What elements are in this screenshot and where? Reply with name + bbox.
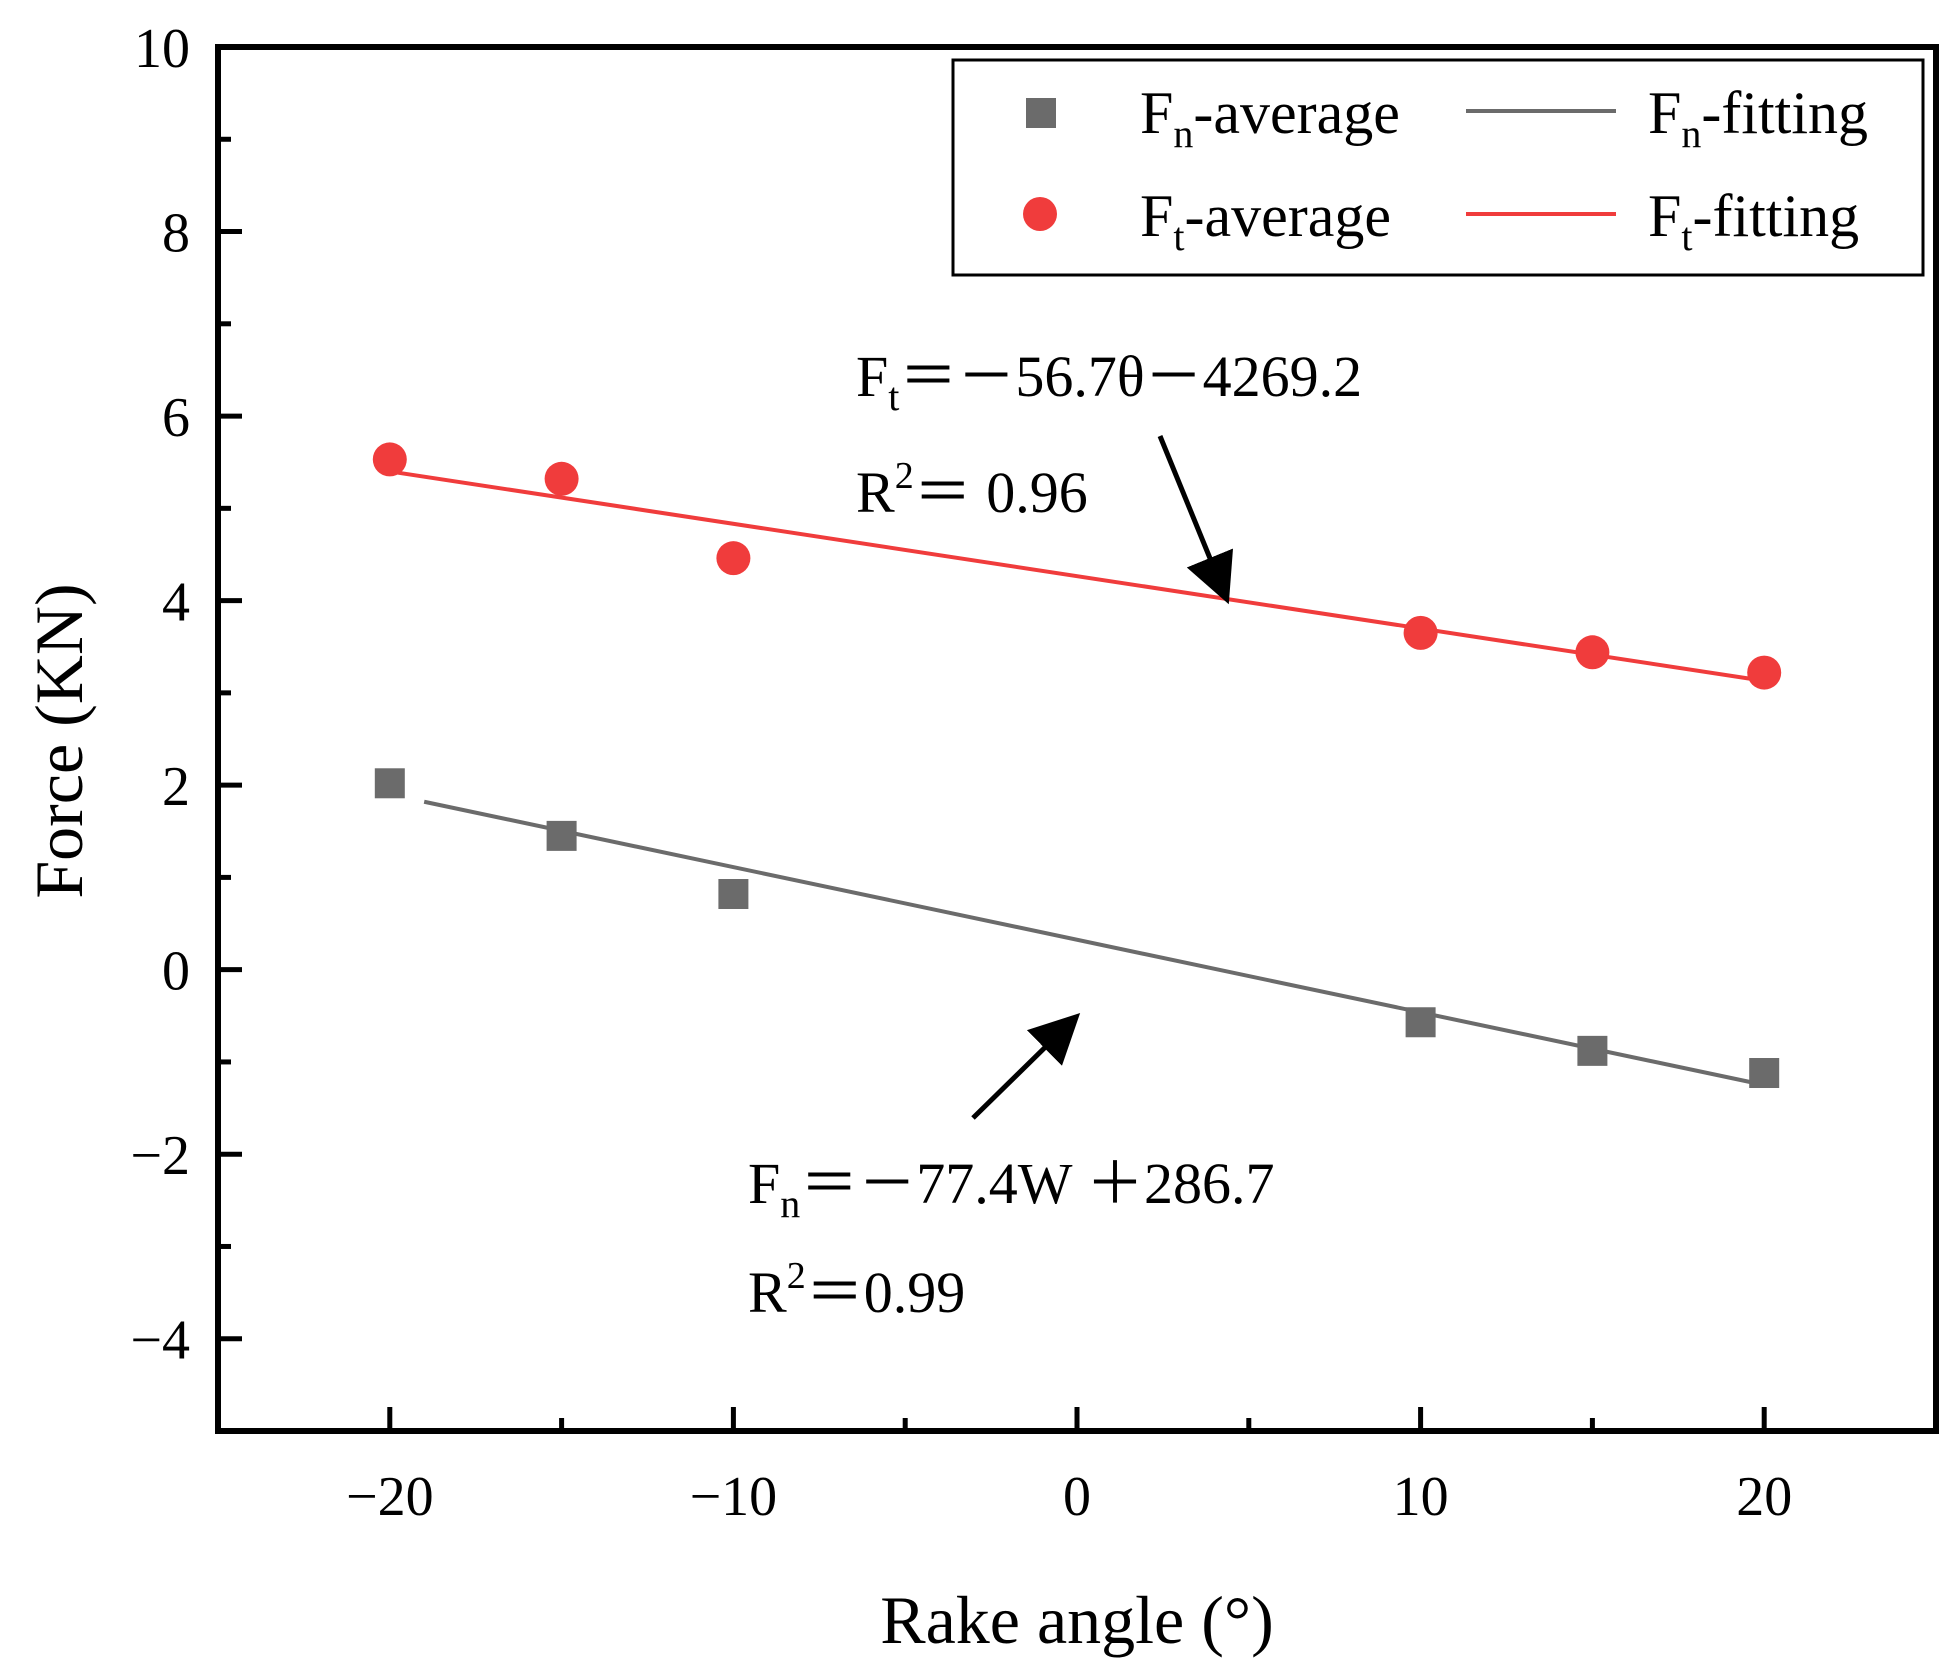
ft-average-point	[372, 442, 407, 477]
fn-average-point	[718, 879, 749, 910]
y-tick-label: 4	[162, 572, 190, 634]
ft-equation: Ft＝－56.7θ－4269.2	[856, 344, 1362, 419]
ft-average-point	[1747, 655, 1782, 690]
ft-arrow	[1157, 435, 1234, 605]
fn-average-point	[1749, 1058, 1780, 1089]
fn-average-point	[1405, 1007, 1436, 1038]
fn-average-point	[1577, 1035, 1608, 1066]
legend-fn-average-marker	[1026, 98, 1056, 128]
y-tick-label: 0	[162, 941, 190, 1003]
fn-r-squared: R2＝0.99	[748, 1255, 965, 1325]
legend-ft-fitting-label: Ft-fitting	[1648, 183, 1859, 259]
legend-ft-average-marker	[1023, 197, 1057, 231]
ft-annotation: Ft＝－56.7θ－4269.2 R2＝ 0.96	[856, 344, 1362, 605]
x-tick-label: 20	[1736, 1466, 1792, 1528]
y-tick-label: 6	[162, 387, 190, 449]
ft-fitting-line	[389, 469, 1765, 683]
y-tick-label: 8	[162, 203, 190, 265]
data-points	[372, 442, 1782, 1089]
fn-average-point	[546, 820, 577, 851]
y-tick-label: 10	[134, 18, 190, 80]
x-tick-label: 10	[1393, 1466, 1449, 1528]
fn-annotation: Fn＝－77.4W ＋286.7 R2＝0.99	[748, 1013, 1274, 1325]
legend-box	[951, 58, 1925, 277]
legend-ft-average-label: Ft-average	[1140, 183, 1391, 259]
ft-average-point	[1403, 615, 1438, 650]
fit-lines	[389, 469, 1765, 1087]
x-tick-labels: −20 −10 0 10 20	[346, 1466, 1792, 1528]
y-tick-label: −4	[130, 1310, 190, 1372]
legend: Fn-average Fn-fitting Ft-average Ft-fitt…	[951, 58, 1925, 277]
ft-average-point	[716, 541, 751, 576]
y-tick-label: −2	[130, 1125, 190, 1187]
legend-fn-fitting-label: Fn-fitting	[1648, 80, 1868, 156]
fn-arrow	[971, 1013, 1081, 1120]
y-axis-title: Force (KN)	[21, 583, 97, 898]
y-tick-labels: −4 −2 0 2 4 6 8 10	[130, 18, 190, 1372]
ft-average-point	[544, 461, 579, 496]
fn-fitting-line	[423, 799, 1765, 1087]
legend-fn-average-label: Fn-average	[1140, 80, 1400, 156]
ft-average-point	[1575, 635, 1610, 670]
x-tick-label: −10	[690, 1466, 778, 1528]
x-axis-title: Rake angle (°)	[880, 1582, 1273, 1658]
fn-equation: Fn＝－77.4W ＋286.7	[748, 1151, 1274, 1226]
ft-r-squared: R2＝ 0.96	[856, 455, 1088, 525]
fn-average-point	[374, 768, 405, 799]
x-tick-label: 0	[1063, 1466, 1091, 1528]
y-tick-label: 2	[162, 756, 190, 818]
x-tick-label: −20	[346, 1466, 434, 1528]
axis-ticks	[218, 44, 1767, 1434]
